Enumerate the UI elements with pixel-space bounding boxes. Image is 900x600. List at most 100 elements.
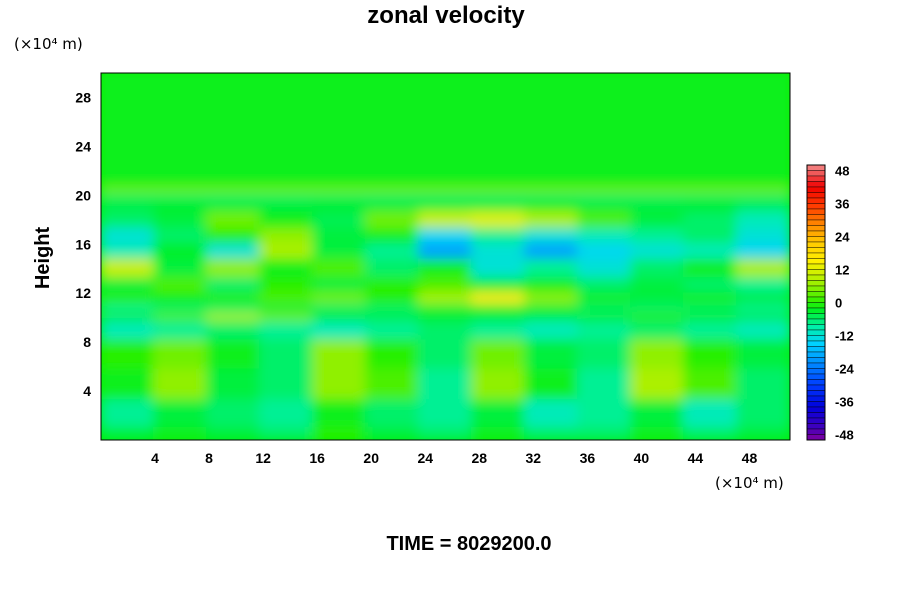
- heatmap-cell: [524, 320, 579, 342]
- heatmap-cell: [259, 368, 314, 402]
- heatmap-cell: [577, 312, 632, 323]
- colorbar-tick-label: 36: [835, 197, 849, 212]
- heatmap-cell: [736, 368, 790, 402]
- colorbar-tick-label: -12: [835, 329, 854, 344]
- colorbar-segment: [806, 379, 826, 386]
- colorbar-segment: [806, 423, 826, 430]
- heatmap-cell: [101, 258, 155, 279]
- heatmap-cell: [153, 108, 208, 166]
- heatmap-cell: [736, 426, 790, 440]
- x-tick-label: 32: [526, 450, 542, 466]
- heatmap-cell: [736, 276, 790, 295]
- heatmap-cell: [312, 312, 367, 323]
- colorbar-tick-label: 12: [835, 263, 849, 278]
- heatmap-cell: [206, 339, 261, 371]
- heatmap-cell: [365, 108, 420, 166]
- colorbar-segment: [806, 412, 826, 419]
- x-tick-label: 12: [255, 450, 271, 466]
- heatmap-cell: [630, 108, 685, 166]
- colorbar-segment: [806, 247, 826, 254]
- heatmap-cell: [524, 243, 579, 261]
- heatmap-cell: [418, 211, 473, 230]
- x-tick-label: 24: [417, 450, 433, 466]
- colorbar-segment: [806, 329, 826, 336]
- colorbar-segment: [806, 214, 826, 221]
- heatmap-cell: [736, 200, 790, 214]
- heatmap-cell: [683, 186, 738, 196]
- heatmap-cell: [471, 368, 526, 402]
- colorbar-segment: [806, 307, 826, 314]
- heatmap-cell: [259, 258, 314, 279]
- colorbar-segment: [806, 428, 826, 435]
- colorbar-segment: [806, 395, 826, 402]
- x-tick-label: 4: [151, 450, 159, 466]
- heatmap-cell: [259, 276, 314, 295]
- heatmap-cell: [630, 426, 685, 440]
- plot-area: [101, 73, 790, 440]
- time-label: TIME = 8029200.0: [386, 533, 551, 555]
- heatmap-cell: [312, 193, 367, 203]
- heatmap-cell: [259, 303, 314, 315]
- x-tick-label: 44: [688, 450, 704, 466]
- colorbar-segment: [806, 340, 826, 347]
- heatmap-cell: [312, 276, 367, 295]
- heatmap-cell: [206, 243, 261, 261]
- colorbar-segment: [806, 175, 826, 182]
- heatmap-cell: [471, 399, 526, 429]
- heatmap-cell: [736, 339, 790, 371]
- x-tick-label: 36: [580, 450, 596, 466]
- colorbar-segment: [806, 357, 826, 364]
- heatmap-cell: [683, 276, 738, 295]
- heatmap-cell: [524, 186, 579, 196]
- colorbar-segment: [806, 434, 826, 441]
- heatmap-cell: [101, 108, 155, 166]
- heatmap-cell: [418, 258, 473, 279]
- heatmap-cell: [630, 193, 685, 203]
- heatmap-cell: [153, 320, 208, 342]
- heatmap-cell: [736, 399, 790, 429]
- heatmap-cell: [153, 399, 208, 429]
- heatmap-cell: [312, 258, 367, 279]
- heatmap-cell: [365, 368, 420, 402]
- heatmap-cell: [259, 399, 314, 429]
- heatmap-cell: [259, 163, 314, 189]
- heatmap-cell: [471, 211, 526, 230]
- heatmap-cell: [206, 227, 261, 246]
- heatmap-cell: [312, 186, 367, 196]
- heatmap-cell: [524, 73, 579, 111]
- heatmap-cell: [524, 426, 579, 440]
- heatmap-cell: [471, 227, 526, 246]
- colorbar-segment: [806, 258, 826, 265]
- heatmap-cell: [312, 320, 367, 342]
- heatmap-cell: [206, 258, 261, 279]
- colorbar-segment: [806, 164, 826, 171]
- heatmap-cell: [630, 368, 685, 402]
- heatmap-cell: [312, 303, 367, 315]
- colorbar-segment: [806, 373, 826, 380]
- colorbar: [806, 164, 826, 441]
- heatmap-cell: [524, 258, 579, 279]
- heatmap-cell: [577, 258, 632, 279]
- heatmap-cell: [683, 399, 738, 429]
- y-tick-label: 4: [83, 383, 91, 399]
- heatmap-cell: [365, 258, 420, 279]
- colorbar-segment: [806, 291, 826, 298]
- heatmap-cell: [630, 303, 685, 315]
- heatmap-cell: [577, 426, 632, 440]
- heatmap-cell: [630, 200, 685, 214]
- heatmap-cell: [683, 312, 738, 323]
- heatmap-cell: [736, 211, 790, 230]
- heatmap-cell: [577, 399, 632, 429]
- colorbar-segment: [806, 192, 826, 199]
- heatmap-cell: [206, 211, 261, 230]
- colorbar-segment: [806, 401, 826, 408]
- heatmap-cell: [577, 227, 632, 246]
- heatmap-cell: [524, 339, 579, 371]
- heatmap-cell: [206, 399, 261, 429]
- heatmap-cell: [736, 243, 790, 261]
- colorbar-segment: [806, 252, 826, 259]
- colorbar-segment: [806, 181, 826, 188]
- heatmap-cell: [153, 339, 208, 371]
- heatmap-cell: [683, 303, 738, 315]
